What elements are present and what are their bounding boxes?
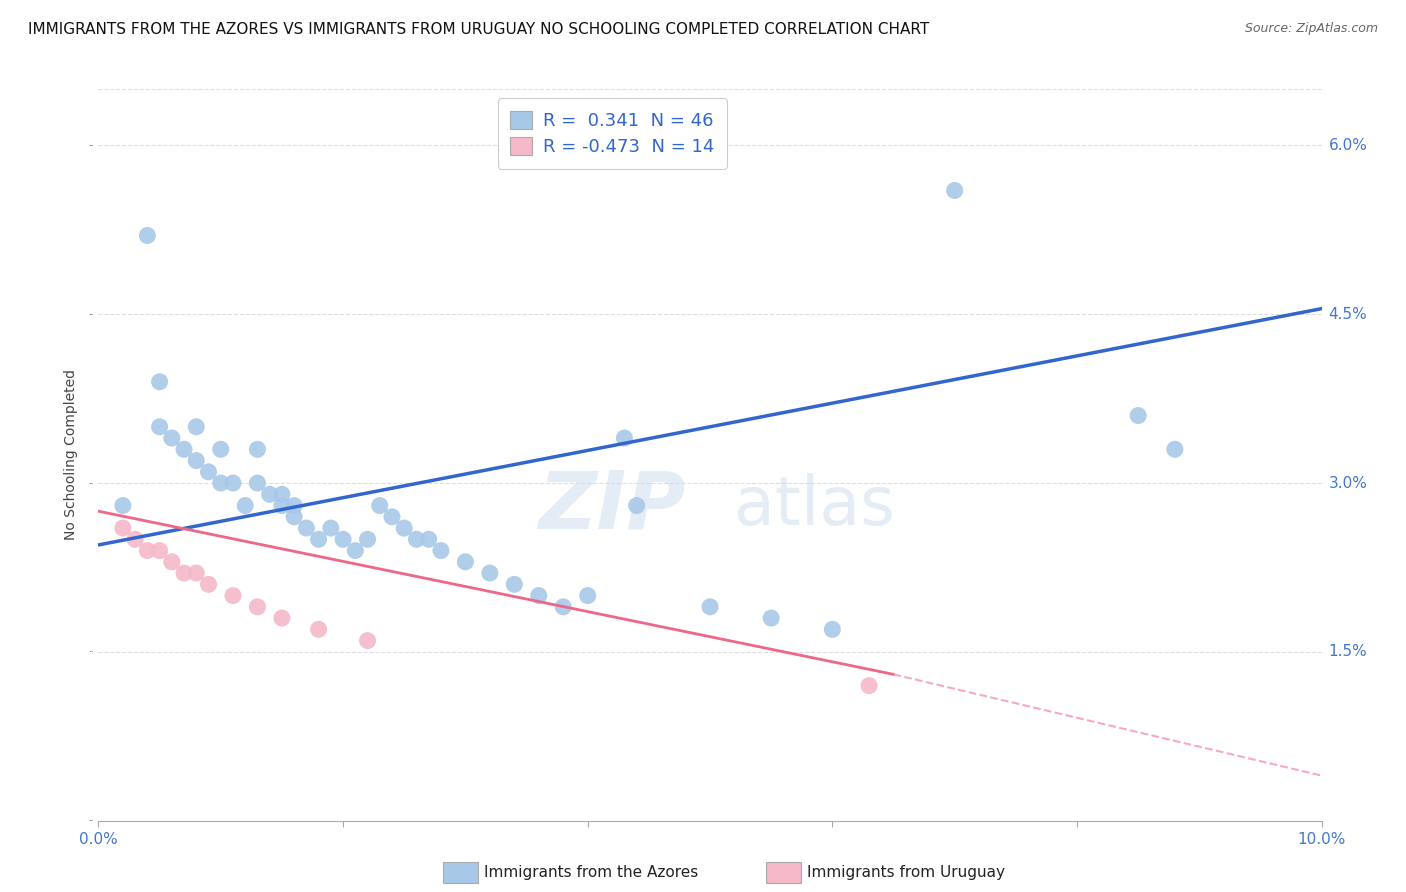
Point [553, 599, 575, 614]
Point [626, 499, 648, 513]
Point [149, 543, 172, 558]
Point [405, 533, 427, 547]
Text: 6.0%: 6.0% [1329, 138, 1368, 153]
Point [186, 566, 208, 580]
Point [111, 499, 134, 513]
Point [1128, 409, 1150, 423]
Point [136, 543, 159, 558]
Point [270, 499, 292, 513]
Point [136, 228, 159, 243]
Point [858, 679, 880, 693]
Point [576, 589, 599, 603]
Text: atlas: atlas [734, 473, 896, 539]
Point [186, 419, 208, 434]
Point [186, 453, 208, 467]
Point [246, 476, 269, 491]
Text: 3.0%: 3.0% [1329, 475, 1368, 491]
Point [478, 566, 501, 580]
Text: Immigrants from Uruguay: Immigrants from Uruguay [807, 865, 1005, 880]
Point [149, 419, 172, 434]
Point [332, 533, 354, 547]
Point [356, 633, 378, 648]
Point [160, 555, 183, 569]
Y-axis label: No Schooling Completed: No Schooling Completed [65, 369, 79, 541]
Point [308, 623, 330, 637]
Point [259, 487, 281, 501]
Point [759, 611, 782, 625]
Point [430, 543, 453, 558]
Text: ZIP: ZIP [538, 467, 686, 545]
Point [356, 533, 378, 547]
Point [503, 577, 526, 591]
Text: Source: ZipAtlas.com: Source: ZipAtlas.com [1244, 22, 1378, 36]
Point [173, 442, 195, 457]
Point [160, 431, 183, 445]
Point [149, 375, 172, 389]
Text: Immigrants from the Azores: Immigrants from the Azores [484, 865, 697, 880]
Point [283, 509, 305, 524]
Point [381, 509, 404, 524]
Point [527, 589, 550, 603]
Point [246, 599, 269, 614]
Point [197, 465, 219, 479]
Legend: R =  0.341  N = 46, R = -0.473  N = 14: R = 0.341 N = 46, R = -0.473 N = 14 [498, 98, 727, 169]
Point [319, 521, 342, 535]
Point [1164, 442, 1187, 457]
Point [454, 555, 477, 569]
Point [368, 499, 391, 513]
Point [943, 184, 966, 198]
Text: IMMIGRANTS FROM THE AZORES VS IMMIGRANTS FROM URUGUAY NO SCHOOLING COMPLETED COR: IMMIGRANTS FROM THE AZORES VS IMMIGRANTS… [28, 22, 929, 37]
Point [173, 566, 195, 580]
Point [270, 611, 292, 625]
Point [283, 499, 305, 513]
Point [295, 521, 318, 535]
Point [111, 521, 134, 535]
Point [197, 577, 219, 591]
Point [392, 521, 416, 535]
Point [222, 589, 245, 603]
Point [209, 442, 232, 457]
Point [222, 476, 245, 491]
Point [613, 431, 636, 445]
Point [270, 487, 292, 501]
Point [233, 499, 256, 513]
Point [344, 543, 367, 558]
Point [418, 533, 440, 547]
Point [246, 442, 269, 457]
Point [699, 599, 721, 614]
Point [308, 533, 330, 547]
Point [821, 623, 844, 637]
Text: 1.5%: 1.5% [1329, 644, 1368, 659]
Text: 4.5%: 4.5% [1329, 307, 1368, 322]
Point [124, 533, 146, 547]
Point [209, 476, 232, 491]
